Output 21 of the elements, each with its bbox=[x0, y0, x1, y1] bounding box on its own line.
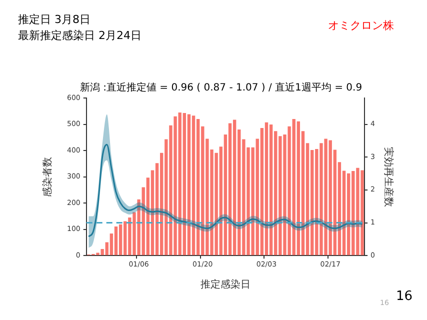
bar bbox=[114, 226, 118, 256]
text: オミクロン株 bbox=[328, 19, 394, 32]
text: 最新推定感染日 2月24日 bbox=[18, 29, 142, 42]
bar bbox=[192, 116, 196, 256]
bar bbox=[296, 121, 300, 256]
x-axis-title: 推定感染日 bbox=[200, 278, 250, 291]
bar bbox=[118, 224, 122, 256]
bar bbox=[269, 124, 273, 256]
bar bbox=[182, 112, 186, 256]
bar bbox=[187, 114, 191, 256]
line-series bbox=[88, 144, 364, 238]
text: 推定日 3月8日 bbox=[18, 13, 90, 26]
bar bbox=[346, 173, 350, 256]
bar bbox=[196, 119, 200, 256]
text: 16 bbox=[396, 289, 413, 304]
bar bbox=[228, 123, 232, 256]
y2-axis-title: 実効再生産数 bbox=[382, 146, 394, 207]
chart-title: 新潟 :直近推定値 = 0.96 ( 0.87 - 1.07 ) / 直近1週平均 = 0.9 bbox=[80, 82, 362, 94]
bar bbox=[232, 120, 236, 256]
bar bbox=[264, 122, 268, 256]
y-axis-title: 感染者数 bbox=[42, 156, 54, 197]
